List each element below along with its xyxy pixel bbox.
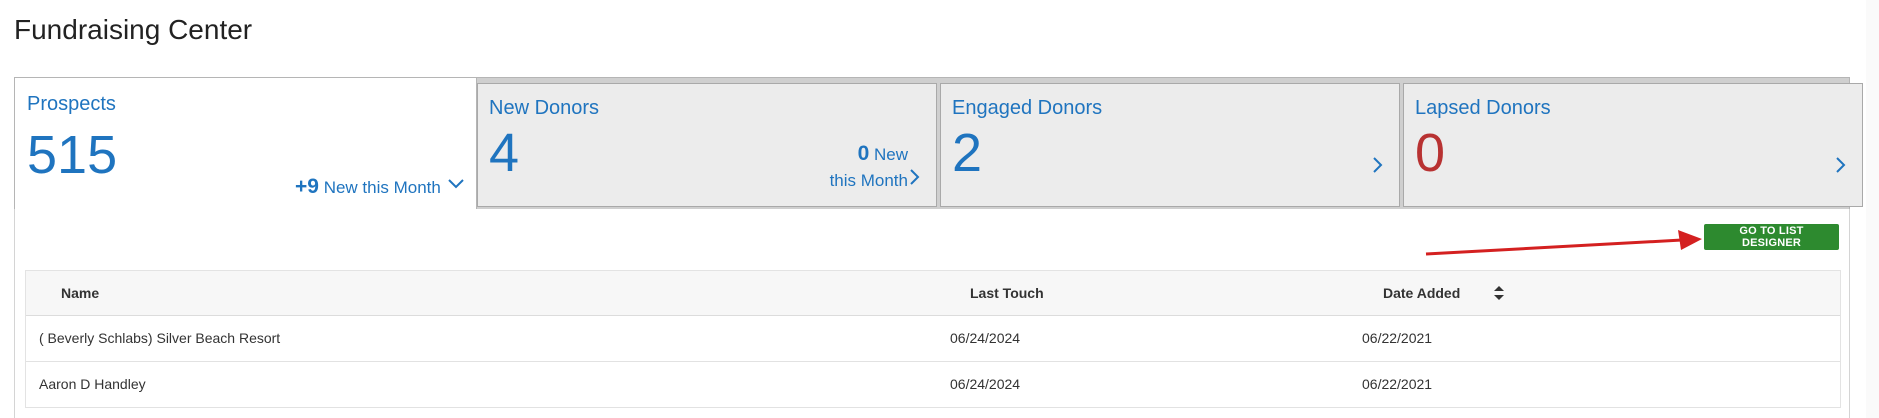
delta-label-1: New xyxy=(873,145,908,164)
chevron-right-icon[interactable] xyxy=(904,166,926,188)
card-title: Lapsed Donors xyxy=(1415,97,1551,119)
card-value: 0 xyxy=(1415,123,1446,183)
card-prospects[interactable]: Prospects 515 +9 New this Month xyxy=(15,78,477,213)
annotation-arrow xyxy=(1425,230,1702,256)
card-value: 2 xyxy=(952,123,983,183)
donor-table: Name Last Touch Date Added ( Beverly Sch… xyxy=(25,270,1841,408)
table-row[interactable]: ( Beverly Schlabs) Silver Beach Resort 0… xyxy=(26,316,1840,362)
delta-count: 0 xyxy=(857,142,870,165)
card-value: 515 xyxy=(27,125,118,185)
card-new-donors[interactable]: New Donors 4 0 New this Month xyxy=(477,83,937,207)
cell-name[interactable]: Aaron D Handley xyxy=(39,376,146,392)
card-title: New Donors xyxy=(489,97,600,119)
cell-last-touch: 06/24/2024 xyxy=(950,376,1021,392)
cell-date-added: 06/22/2021 xyxy=(1362,376,1433,392)
go-to-list-designer-button[interactable]: GO TO LIST DESIGNER xyxy=(1704,224,1839,250)
cell-name[interactable]: ( Beverly Schlabs) Silver Beach Resort xyxy=(39,330,281,346)
sort-icon[interactable] xyxy=(1494,286,1504,305)
column-header-last-touch[interactable]: Last Touch xyxy=(970,285,1044,301)
card-title: Prospects xyxy=(27,93,116,115)
card-delta: +9 New this Month xyxy=(295,172,441,202)
chevron-right-icon[interactable] xyxy=(1367,154,1389,176)
scrollbar[interactable] xyxy=(1866,0,1879,418)
delta-label-2: this Month xyxy=(829,171,908,191)
cell-date-added: 06/22/2021 xyxy=(1362,330,1433,346)
delta-count: +9 xyxy=(295,175,319,198)
card-title: Engaged Donors xyxy=(952,97,1103,119)
cell-last-touch: 06/24/2024 xyxy=(950,330,1021,346)
chevron-right-icon[interactable] xyxy=(1830,154,1852,176)
card-delta: 0 New this Month xyxy=(830,139,908,194)
table-row[interactable]: Aaron D Handley 06/24/2024 06/22/2021 xyxy=(26,362,1840,408)
column-header-name[interactable]: Name xyxy=(61,285,100,301)
card-engaged-donors[interactable]: Engaged Donors 2 xyxy=(940,83,1400,207)
card-value: 4 xyxy=(489,123,520,183)
stats-cards: Prospects 515 +9 New this Month New Dono… xyxy=(14,77,1863,213)
table-header: Name Last Touch Date Added xyxy=(26,271,1840,316)
column-header-date-added[interactable]: Date Added xyxy=(1383,285,1461,301)
delta-label: New this Month xyxy=(323,178,441,197)
card-lapsed-donors[interactable]: Lapsed Donors 0 xyxy=(1403,83,1863,207)
page-title: Fundraising Center xyxy=(14,14,253,45)
chevron-down-icon[interactable] xyxy=(445,173,467,195)
